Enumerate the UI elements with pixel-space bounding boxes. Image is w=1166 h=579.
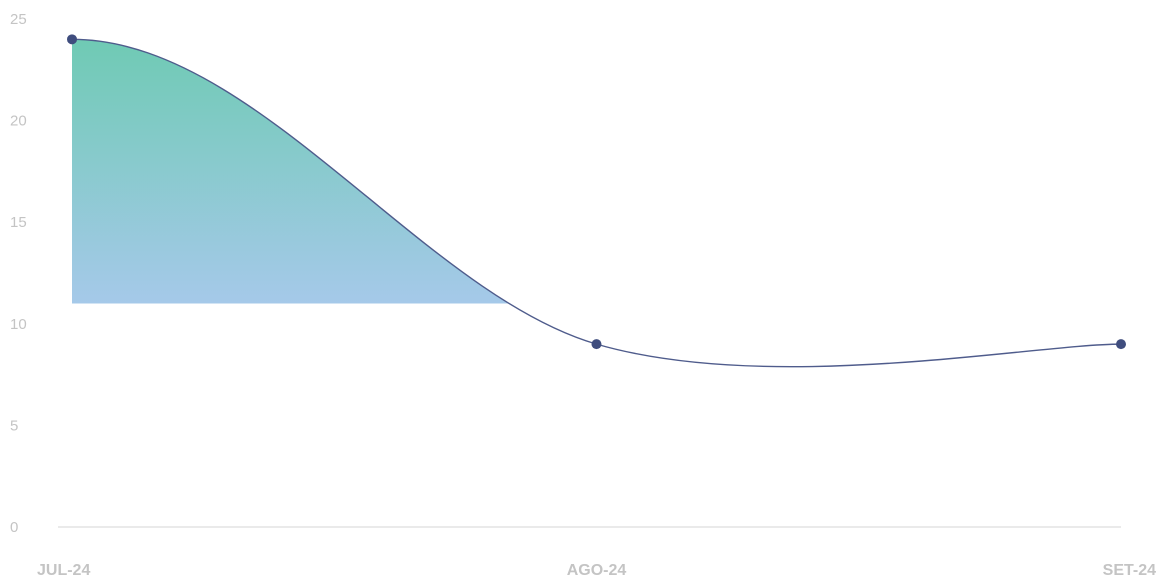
x-axis: JUL-24 AGO-24 SET-24 (37, 526, 1156, 579)
y-tick-label: 0 (10, 519, 18, 536)
y-axis: 0 5 10 15 20 25 (10, 11, 27, 536)
y-tick-label: 15 (10, 214, 27, 231)
plot-area (67, 34, 1126, 368)
y-tick-label: 10 (10, 316, 27, 333)
y-tick-label: 25 (10, 11, 27, 28)
x-tick-label: JUL-24 (37, 562, 90, 579)
x-tick-label: SET-24 (1103, 562, 1156, 579)
data-point[interactable] (1116, 339, 1126, 350)
y-tick-label: 5 (10, 417, 18, 434)
data-point[interactable] (67, 34, 77, 45)
series-area-fill (72, 39, 510, 304)
data-point[interactable] (591, 339, 602, 350)
x-tick-label: AGO-24 (567, 562, 627, 579)
y-tick-label: 20 (10, 113, 27, 130)
